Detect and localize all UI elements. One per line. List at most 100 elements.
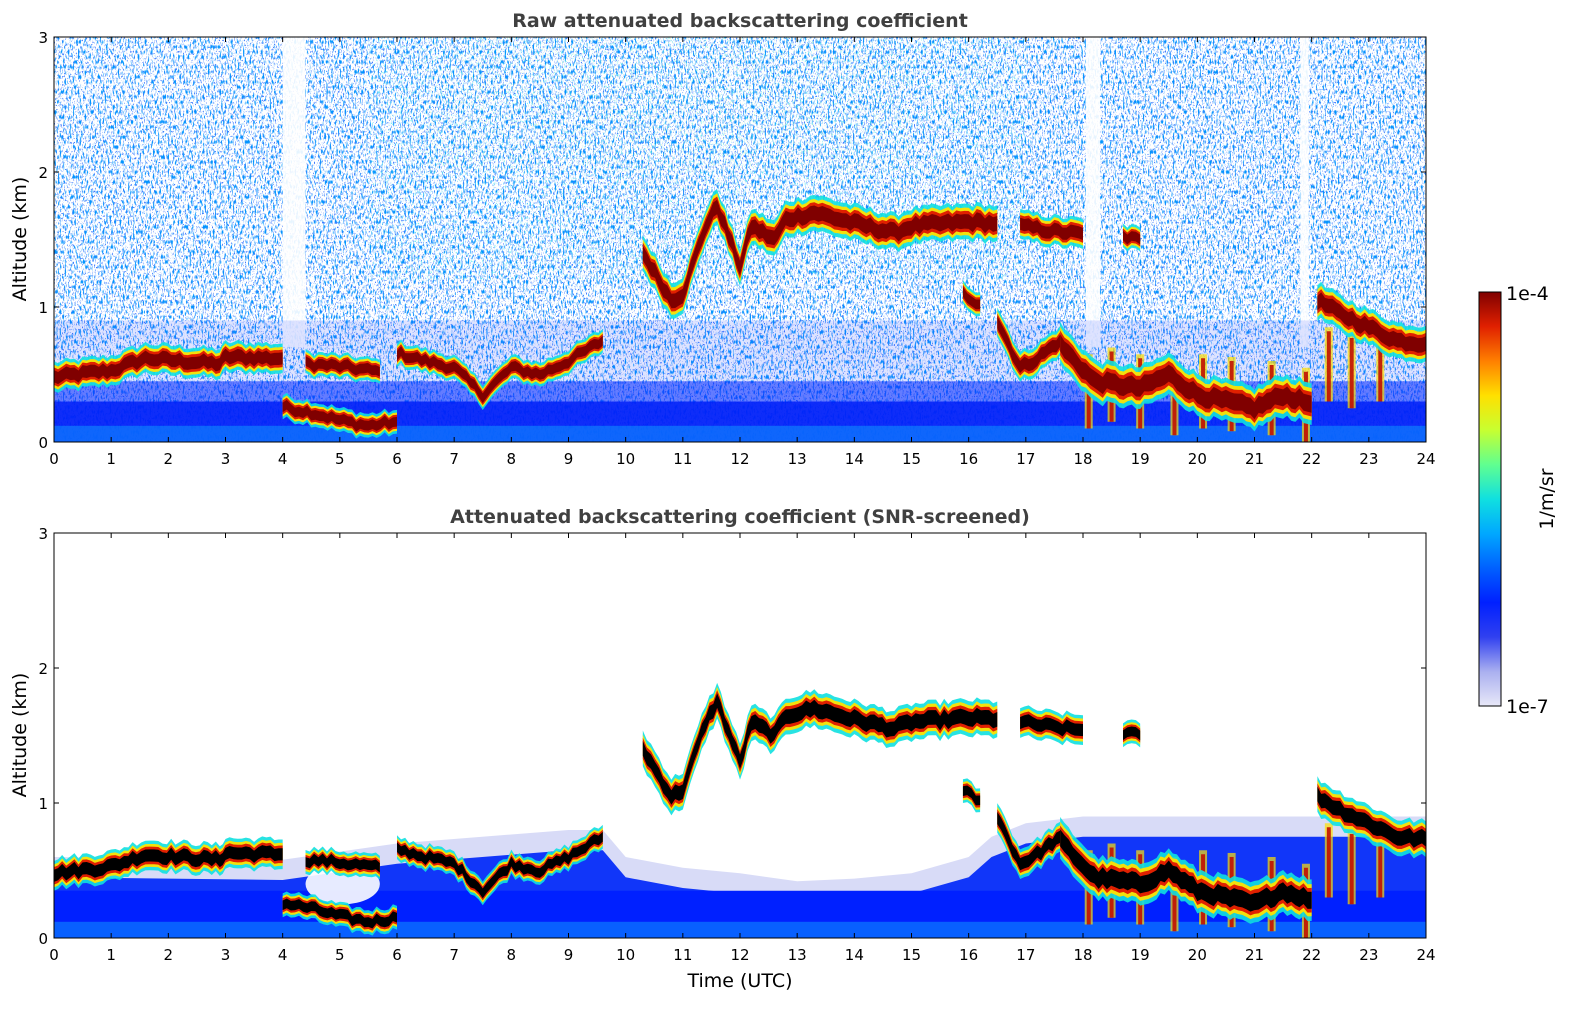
cloud-layer-center [1123, 230, 1141, 245]
noise-yellow [425, 37, 912, 172]
x-tick-label: 15 [902, 450, 921, 468]
cloud-layer-center [642, 693, 998, 805]
y-tick-label: 1 [38, 299, 48, 317]
x-tick-label: 1 [106, 946, 116, 964]
x-tick-label: 19 [1131, 450, 1150, 468]
fall-streak [1172, 365, 1177, 436]
fall-streak [1326, 331, 1331, 402]
x-tick-label: 18 [1073, 946, 1092, 964]
x-tick-label: 11 [673, 450, 692, 468]
cloud-layer-center [54, 845, 283, 882]
cloud-layer-center [1317, 786, 1426, 848]
x-tick-label: 1 [106, 450, 116, 468]
cloud-layer-center [1060, 334, 1312, 420]
x-tick-label: 12 [730, 946, 749, 964]
x-tick-label: 16 [959, 946, 978, 964]
cloud-layer-center [1020, 714, 1083, 737]
x-tick-label: 5 [335, 450, 345, 468]
x-tick-label: 12 [730, 450, 749, 468]
x-tick-label: 13 [788, 946, 807, 964]
x-tick-label: 24 [1416, 946, 1435, 964]
x-tick-label: 22 [1302, 450, 1321, 468]
fall-streak [1349, 338, 1354, 409]
noise-gap [1300, 37, 1309, 348]
cloud-layer-center [1317, 292, 1426, 353]
x-tick-label: 24 [1416, 450, 1435, 468]
y-tick-label: 3 [38, 29, 48, 47]
y-tick-label: 2 [38, 164, 48, 182]
x-tick-label: 9 [564, 946, 574, 964]
fall-streak [1349, 834, 1354, 905]
cloud-layer-center [962, 286, 981, 310]
x-tick-label: 7 [449, 946, 459, 964]
fall-streak [1378, 331, 1383, 402]
x-tick-label: 3 [221, 946, 231, 964]
cloud-layer-mid [397, 827, 603, 903]
colorbar: 1e-4 1e-7 1/m/sr [1478, 283, 1558, 718]
x-tick-label: 10 [616, 946, 635, 964]
cloud-layer-mid [397, 331, 603, 408]
cloud-layer-center [962, 785, 981, 806]
x-tick-label: 16 [959, 450, 978, 468]
x-tick-label: 7 [449, 450, 459, 468]
x-tick-label: 20 [1188, 450, 1207, 468]
x-tick-label: 17 [1016, 946, 1035, 964]
y-tick-label: 1 [38, 795, 48, 813]
y-tick-label: 2 [38, 660, 48, 678]
cloud-layer-center [1060, 829, 1312, 912]
cloud-layer-core [1060, 825, 1312, 916]
cloud-layer-center [397, 335, 603, 403]
fall-streak [1378, 827, 1383, 898]
cloud-layer-center [54, 348, 283, 385]
cloud-layer-center [997, 811, 1061, 871]
x-tick-label: 15 [902, 946, 921, 964]
colorbar-gradient [1478, 291, 1502, 707]
x-tick-label: 5 [335, 946, 345, 964]
cloud-layer-core [397, 829, 603, 901]
x-tick-label: 9 [564, 450, 574, 468]
y-tick-label: 3 [38, 525, 48, 543]
cloud-layer-center [282, 399, 397, 432]
cloud-layer-center [305, 853, 380, 873]
x-tick-label: 0 [49, 946, 59, 964]
x-tick-label: 8 [507, 946, 517, 964]
cloud-layer-center [642, 199, 998, 309]
x-tick-label: 21 [1245, 946, 1264, 964]
y-tick-label: 0 [38, 434, 48, 452]
raw-ticks: 0 1 2 3 4 5 6 7 8 9 10 11 12 13 14 15 16 17 18 19 20 21 22 23 24… [38, 29, 1435, 468]
x-tick-label: 3 [221, 450, 231, 468]
panel-screened-title: Attenuated backscattering coefficient (S… [450, 506, 1030, 528]
cloud-layer-center [282, 898, 397, 929]
x-tick-label: 23 [1359, 450, 1378, 468]
fall-streak [1326, 827, 1331, 898]
cloud-layer-center [1020, 217, 1083, 241]
screened-x-axis-label: Time (UTC) [686, 970, 792, 992]
x-tick-label: 2 [164, 450, 174, 468]
x-tick-label: 21 [1245, 450, 1264, 468]
panel-raw: Raw attenuated backscattering coefficien… [9, 10, 1436, 468]
noise-gap [282, 37, 306, 348]
noise-gap [1085, 37, 1101, 348]
cloud-layer-center [305, 356, 380, 377]
x-tick-label: 6 [392, 450, 402, 468]
x-tick-label: 14 [845, 450, 864, 468]
x-tick-label: 2 [164, 946, 174, 964]
panel-screened: Attenuated backscattering coefficient (S… [9, 506, 1436, 992]
raw-y-axis-label: Altitude (km) [9, 177, 31, 302]
fall-streak [1172, 861, 1177, 932]
x-tick-label: 11 [673, 946, 692, 964]
x-tick-label: 17 [1016, 450, 1035, 468]
raw-heatmap [54, 37, 1426, 442]
cloud-layer-center [997, 316, 1061, 373]
colorbar-unit-label: 1/m/sr [1536, 468, 1558, 529]
x-tick-label: 22 [1302, 946, 1321, 964]
screened-y-axis-label: Altitude (km) [9, 673, 31, 798]
screened-heatmap [54, 533, 1426, 938]
x-tick-label: 13 [788, 450, 807, 468]
x-tick-label: 8 [507, 450, 517, 468]
x-tick-label: 18 [1073, 450, 1092, 468]
cloud-layer-center [1123, 726, 1141, 741]
x-tick-label: 0 [49, 450, 59, 468]
x-tick-label: 23 [1359, 946, 1378, 964]
